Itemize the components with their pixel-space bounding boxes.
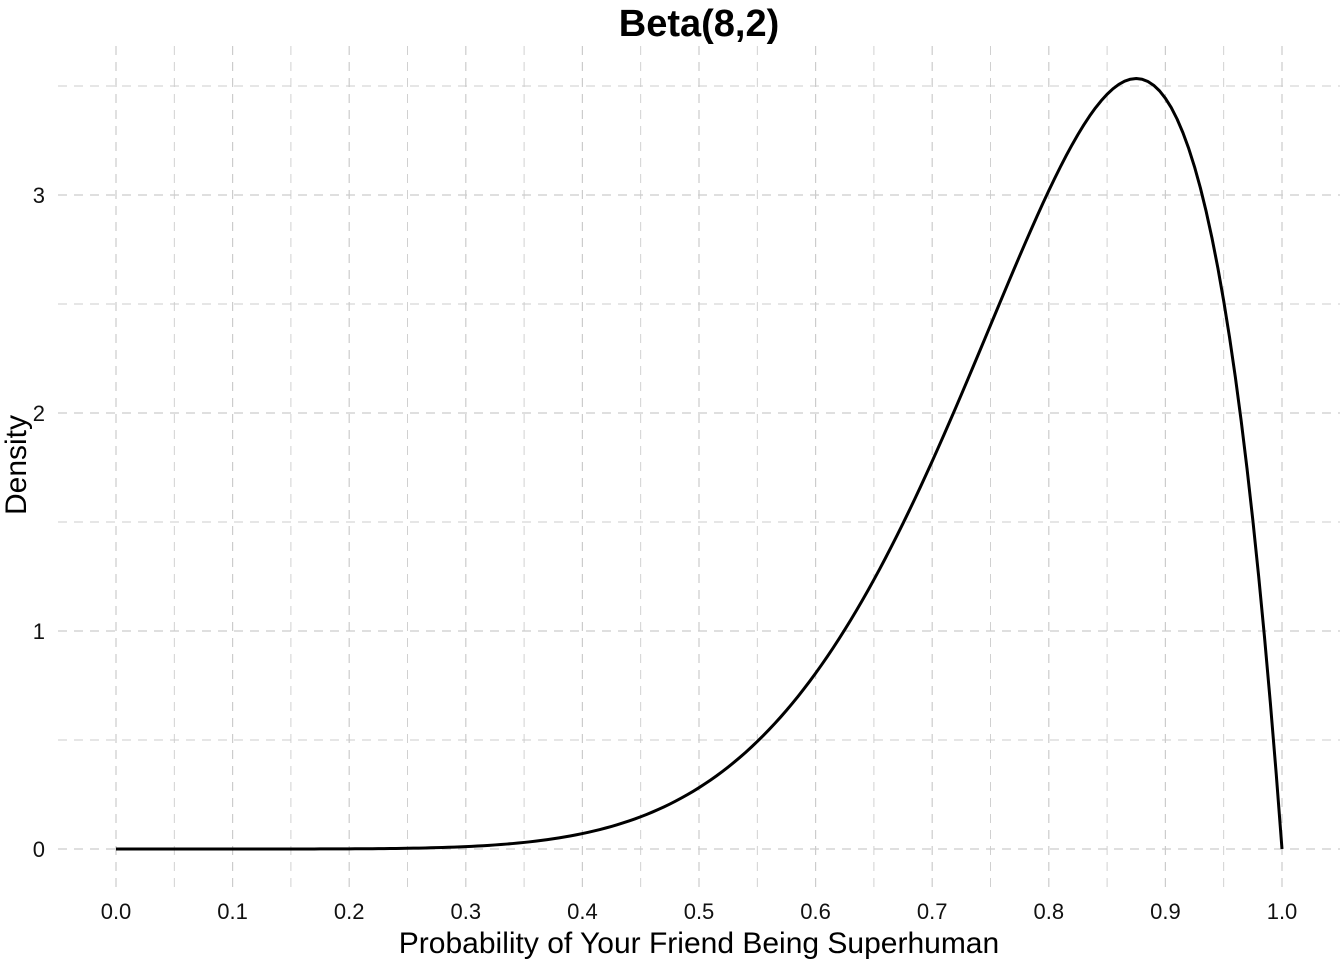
x-axis-label: Probability of Your Friend Being Superhu… [399,927,999,960]
y-tick-label: 2 [33,401,45,426]
x-tick-label: 0.8 [1034,899,1065,924]
x-tick-label: 0.6 [800,899,831,924]
y-tick-label: 0 [33,837,45,862]
x-tick-label: 0.3 [451,899,482,924]
y-tick-label: 1 [33,619,45,644]
x-tick-label: 0.4 [567,899,598,924]
density-curve [116,77,1284,851]
x-tick-labels: 0.0 0.1 0.2 0.3 0.4 0.5 0.6 0.7 0.8 0.9 1.0 [101,899,1298,924]
x-tick-label: 0.5 [684,899,715,924]
x-tick-label: 0.7 [917,899,948,924]
y-tick-label: 3 [33,183,45,208]
x-tick-label: 0.0 [101,899,132,924]
grid [58,46,1340,888]
series-line [116,77,1284,851]
chart-title: Beta(8,2) [619,3,780,45]
x-tick-label: 0.2 [334,899,365,924]
y-tick-labels: 0 1 2 3 [33,183,45,862]
x-tick-label: 1.0 [1267,899,1298,924]
x-tick-label: 0.1 [217,899,248,924]
y-axis-label: Density [0,415,33,515]
x-tick-label: 0.9 [1150,899,1181,924]
